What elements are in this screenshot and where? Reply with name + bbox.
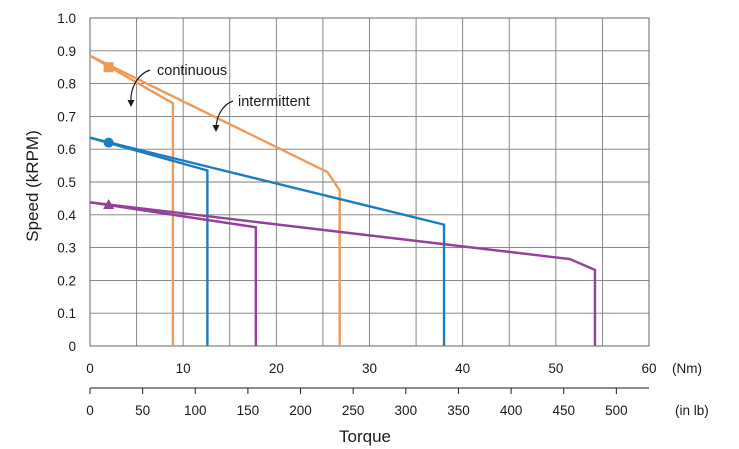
series-3-intermittent-line bbox=[89, 201, 597, 346]
grid bbox=[89, 17, 650, 347]
annotation-intermittent-arrowhead bbox=[212, 125, 220, 132]
x-primary-unit-label: (Nm) bbox=[672, 361, 702, 376]
series-3-triangle-marker bbox=[103, 198, 115, 209]
axes: 0 0.1 0.2 0.3 0.4 0.5 0.6 0.7 0.8 0.9 1.0 0 10 20 30 40… bbox=[57, 11, 656, 418]
x-primary-tick-label: 10 bbox=[176, 361, 191, 376]
x-secondary-tick-label: 350 bbox=[447, 403, 470, 418]
x-secondary-tick-label: 50 bbox=[135, 403, 150, 418]
x-secondary-unit-label: (in lb) bbox=[675, 403, 709, 418]
annotation-continuous-arrowhead bbox=[127, 100, 135, 107]
y-tick-label: 0.5 bbox=[57, 175, 76, 190]
x-secondary-tick-label: 450 bbox=[552, 403, 575, 418]
y-axis-label: Speed (kRPM) bbox=[23, 130, 42, 241]
x-secondary-tick-label: 150 bbox=[237, 403, 260, 418]
x-secondary-tick-label: 300 bbox=[395, 403, 418, 418]
x-secondary-tick-label: 200 bbox=[289, 403, 312, 418]
series-2-circle-marker bbox=[103, 137, 114, 148]
x-primary-tick-label: 50 bbox=[548, 361, 563, 376]
series-lines bbox=[89, 54, 597, 346]
series-3-continuous-line bbox=[89, 201, 258, 346]
x-secondary-tick-label: 400 bbox=[500, 403, 523, 418]
series-1-square-marker bbox=[103, 62, 114, 73]
annotations: continuous intermittent bbox=[127, 63, 310, 132]
x-primary-tick-label: 20 bbox=[269, 361, 284, 376]
y-tick-label: 0.3 bbox=[57, 241, 76, 256]
y-tick-label: 0.8 bbox=[57, 77, 76, 92]
x-secondary-tick-label: 500 bbox=[605, 403, 628, 418]
annotation-continuous-arrow bbox=[130, 69, 151, 103]
series-2-continuous-line bbox=[89, 136, 209, 346]
x-secondary-tick-label: 250 bbox=[342, 403, 365, 418]
x-secondary-tick-label: 0 bbox=[86, 403, 94, 418]
y-tick-label: 0.4 bbox=[57, 208, 76, 223]
y-tick-label: 0.9 bbox=[57, 44, 76, 59]
plot-frame bbox=[89, 17, 650, 347]
x-axis-label: Torque bbox=[339, 427, 391, 446]
x-primary-tick-label: 0 bbox=[86, 361, 94, 376]
series-1-continuous-line bbox=[89, 54, 175, 346]
x-primary-tick-label: 40 bbox=[455, 361, 470, 376]
series-1-intermittent-line bbox=[89, 54, 341, 346]
x-primary-tick-label: 30 bbox=[362, 361, 377, 376]
y-tick-label: 0.7 bbox=[57, 109, 76, 124]
x-primary-tick-label: 60 bbox=[641, 361, 656, 376]
annotation-intermittent-arrow bbox=[215, 100, 234, 128]
annotation-continuous: continuous bbox=[157, 63, 227, 79]
y-tick-label: 0.1 bbox=[57, 306, 76, 321]
y-tick-label: 0.6 bbox=[57, 142, 76, 157]
annotation-intermittent: intermittent bbox=[238, 94, 310, 110]
series-2-intermittent-line bbox=[89, 136, 446, 346]
y-tick-label: 0.2 bbox=[57, 273, 76, 288]
y-tick-label: 0 bbox=[68, 339, 76, 354]
x-secondary-tick-label: 100 bbox=[184, 403, 207, 418]
y-tick-label: 1.0 bbox=[57, 11, 76, 26]
